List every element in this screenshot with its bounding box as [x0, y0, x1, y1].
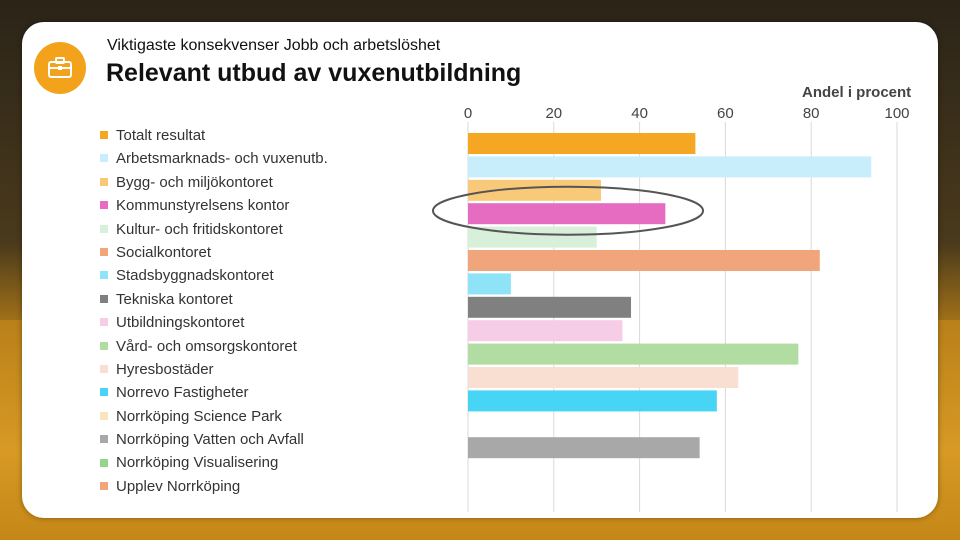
bar [468, 250, 820, 271]
legend-item: Norrköping Science Park [100, 405, 400, 428]
legend-item: Kultur- och fritidskontoret [100, 218, 400, 241]
slide-title: Relevant utbud av vuxenutbildning [106, 59, 522, 87]
bar-chart: 0 20 40 60 80 100 [432, 105, 910, 512]
legend-item: Bygg- och miljökontoret [100, 171, 400, 194]
legend-label: Vård- och omsorgskontoret [116, 337, 297, 355]
legend-item: Upplev Norrköping [100, 475, 400, 498]
legend-item: Kommunstyrelsens kontor [100, 194, 400, 217]
bar [468, 437, 700, 459]
chart-legend: Totalt resultat Arbetsmarknads- och vuxen… [100, 124, 400, 498]
legend-label: Norrevo Fastigheter [116, 384, 249, 402]
legend-label: Arbetsmarknads- och vuxenutb. [116, 150, 328, 168]
tick-label: 100 [884, 105, 909, 122]
legend-swatch [100, 458, 108, 467]
bar [468, 156, 872, 178]
legend-swatch [100, 388, 108, 397]
legend-swatch [100, 294, 108, 303]
legend-swatch [100, 154, 108, 163]
legend-item: Stadsbyggnadskontoret [100, 264, 400, 287]
legend-label: Hyresbostäder [116, 360, 214, 378]
legend-swatch [100, 481, 108, 490]
legend-label: Bygg- och miljökontoret [116, 173, 273, 191]
legend-label: Kommunstyrelsens kontor [116, 197, 290, 215]
legend-label: Norrköping Science Park [116, 407, 282, 425]
legend-swatch [100, 247, 108, 256]
legend-label: Tekniska kontoret [116, 290, 233, 308]
bar [468, 320, 623, 342]
legend-item: Norrevo Fastigheter [100, 381, 400, 404]
bar [468, 390, 717, 412]
legend-swatch [100, 177, 108, 186]
bar [468, 343, 799, 365]
tick-label: 80 [803, 105, 820, 122]
bar [468, 273, 511, 295]
tick-label: 0 [464, 105, 472, 122]
bar [468, 367, 739, 388]
bar [468, 203, 666, 225]
legend-swatch [100, 364, 108, 373]
legend-label: Norrköping Vatten och Avfall [116, 431, 304, 449]
legend-label: Upplev Norrköping [116, 477, 241, 495]
legend-swatch [100, 435, 108, 444]
legend-swatch [100, 411, 108, 420]
bar [468, 133, 696, 154]
legend-label: Utbildningskontoret [116, 314, 245, 332]
highlight-ellipse [432, 185, 704, 236]
legend-item: Arbetsmarknads- och vuxenutb. [100, 147, 400, 170]
legend-label: Norrköping Visualisering [116, 454, 279, 472]
legend-swatch [100, 341, 108, 350]
legend-swatch [100, 201, 108, 210]
legend-item: Tekniska kontoret [100, 288, 400, 311]
legend-item: Socialkontoret [100, 241, 400, 264]
legend-swatch [100, 131, 108, 140]
legend-label: Kultur- och fritidskontoret [116, 220, 283, 238]
legend-item: Norrköping Vatten och Avfall [100, 428, 400, 451]
legend-item: Vård- och omsorgskontoret [100, 335, 400, 358]
briefcase-icon [34, 42, 86, 94]
tick-label: 20 [545, 105, 562, 122]
legend-swatch [100, 318, 108, 327]
slide-card: Viktigaste konsekvenser Jobb och arbetsl… [22, 22, 938, 518]
legend-swatch [100, 224, 108, 233]
legend-label: Stadsbyggnadskontoret [116, 267, 274, 285]
bar [468, 179, 601, 201]
axis-label: Andel i procent [802, 84, 912, 101]
legend-item: Norrköping Visualisering [100, 451, 400, 474]
slide-subtitle: Viktigaste konsekvenser Jobb och arbetsl… [107, 37, 441, 54]
legend-swatch [100, 271, 108, 280]
legend-label: Socialkontoret [116, 243, 212, 261]
legend-item: Totalt resultat [100, 124, 400, 147]
legend-item: Utbildningskontoret [100, 311, 400, 334]
tick-label: 40 [631, 105, 648, 122]
tick-label: 60 [717, 105, 734, 122]
legend-item: Hyresbostäder [100, 358, 400, 381]
legend-label: Totalt resultat [116, 127, 206, 144]
bar [468, 296, 632, 318]
